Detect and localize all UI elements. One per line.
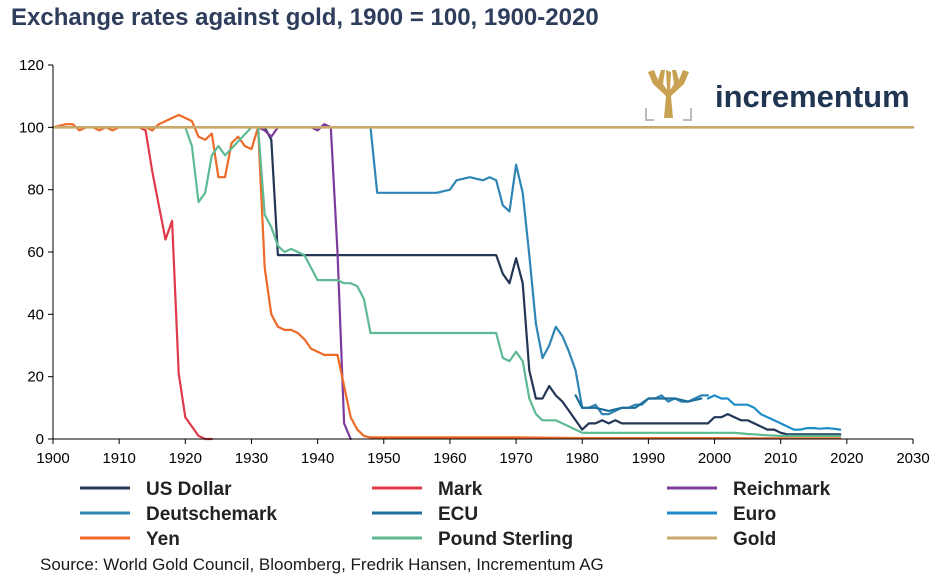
y-tick-label: 80 (27, 182, 44, 199)
legend-label: Pound Sterling (438, 529, 573, 550)
x-tick-label: 2020 (830, 450, 863, 467)
legend-label: Mark (438, 479, 483, 500)
logo-text: incrementum (715, 79, 910, 114)
series-line-euro (706, 394, 842, 431)
legend-label: US Dollar (146, 479, 232, 500)
series-line-yen (51, 113, 842, 440)
x-tick-label: 2030 (896, 450, 929, 467)
x-tick-label: 1980 (566, 450, 599, 467)
legend: US Dollar Mark Reichmark Deutschemark ECU Eur… (80, 479, 831, 550)
x-tick-label: 1960 (433, 450, 466, 467)
axes-layer: 0 20 40 60 80 100 120 1900 1910 1920 1930 1940 1950 1… (19, 57, 930, 467)
x-tick-label: 1990 (632, 450, 665, 467)
legend-label: Reichmark (733, 479, 831, 500)
legend-label: Euro (733, 504, 776, 525)
x-tick-label: 2010 (764, 450, 797, 467)
series-line-us-dollar (51, 126, 842, 436)
chart-plot: incrementum 0 20 40 60 80 100 120 1900 1910 1920 1… (19, 57, 930, 550)
x-tick-label: 1910 (102, 450, 135, 467)
incrementum-logo: incrementum (645, 70, 910, 121)
tree-logo-icon (645, 70, 692, 121)
y-tick-label: 20 (27, 369, 44, 386)
x-tick-label: 2000 (698, 450, 731, 467)
legend-label: ECU (438, 504, 478, 525)
legend-label: Gold (733, 529, 776, 550)
series-line-deutschemark (369, 126, 710, 416)
x-tick-label: 1950 (367, 450, 400, 467)
series-line-reichmark (210, 123, 352, 441)
x-tick-label: 1970 (499, 450, 532, 467)
series-line-mark (51, 126, 213, 441)
legend-label: Yen (146, 529, 180, 550)
chart-title: Exchange rates against gold, 1900 = 100,… (11, 4, 599, 31)
x-tick-label: 1920 (169, 450, 202, 467)
legend-label: Deutschemark (146, 504, 277, 525)
y-tick-label: 40 (27, 306, 44, 323)
y-tick-label: 100 (19, 119, 44, 136)
x-tick-label: 1940 (301, 450, 334, 467)
series-line-pound-sterling (51, 126, 842, 437)
y-tick-label: 120 (19, 57, 44, 74)
series-layer (51, 113, 915, 441)
y-tick-label: 60 (27, 244, 44, 261)
y-tick-label: 0 (36, 431, 44, 448)
x-tick-label: 1930 (235, 450, 268, 467)
series-line-ecu (574, 394, 703, 412)
x-tick-label: 1900 (36, 450, 69, 467)
source-note: Source: World Gold Council, Bloomberg, F… (40, 555, 604, 574)
